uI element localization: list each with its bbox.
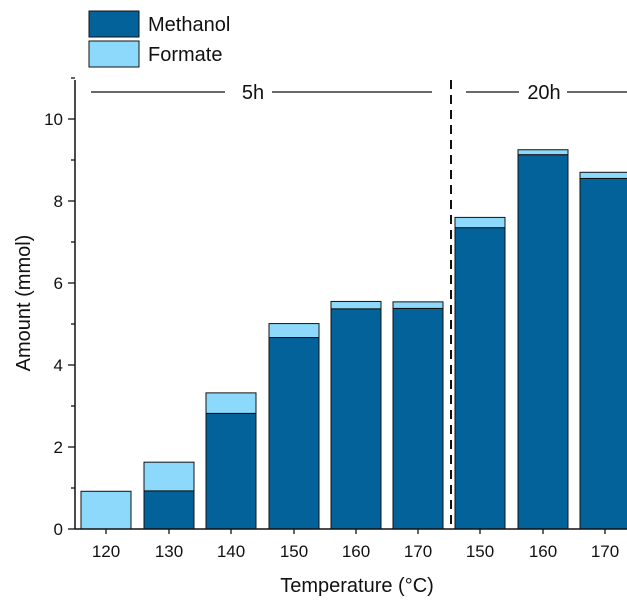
group-label-5h-text: 5h <box>242 82 264 104</box>
bars <box>80 149 627 530</box>
bar-formate-1 <box>143 461 195 492</box>
y-tick-label-0: 0 <box>54 520 63 539</box>
bar-formate-7 <box>517 149 569 156</box>
bar-formate-3 <box>268 323 320 339</box>
y-tick-label-4: 4 <box>54 356 63 375</box>
legend-label-formate: Formate <box>148 44 222 66</box>
group-label-20h-text: 20h <box>527 82 560 104</box>
bar-methanol-5 <box>392 307 444 530</box>
bar-formate-4 <box>330 300 382 310</box>
bar-formate-8 <box>579 171 627 179</box>
legend-label-methanol: Methanol <box>148 14 230 36</box>
axes: 0 2 4 6 8 10 120 130 140 150 160 170 150 160 170 <box>44 77 627 561</box>
legend: Methanol Formate <box>88 10 230 68</box>
bar-methanol-2 <box>205 412 257 530</box>
legend-swatch-formate <box>88 40 140 68</box>
x-tick-label-6: 150 <box>466 542 494 561</box>
x-tick-label-8: 170 <box>591 542 619 561</box>
legend-swatch-methanol <box>88 10 140 38</box>
bar-methanol-4 <box>330 308 382 530</box>
bar-formate-5 <box>392 301 444 309</box>
y-tick-label-10: 10 <box>44 110 63 129</box>
y-tick-label-2: 2 <box>54 438 63 457</box>
group-label-5h: 5h <box>91 82 432 104</box>
x-tick-label-2: 140 <box>217 542 245 561</box>
bar-formate-0 <box>80 490 132 530</box>
bar-methanol-1 <box>143 490 195 530</box>
x-tick-label-7: 160 <box>529 542 557 561</box>
x-tick-label-4: 160 <box>342 542 370 561</box>
y-axis-title: Amount (mmol) <box>13 235 35 372</box>
x-tick-label-1: 130 <box>155 542 183 561</box>
group-label-20h: 20h <box>466 82 627 104</box>
x-tick-label-0: 120 <box>92 542 120 561</box>
y-tick-label-8: 8 <box>54 192 63 211</box>
bar-methanol-6 <box>454 227 506 530</box>
bar-formate-2 <box>205 392 257 414</box>
bar-methanol-8 <box>579 177 627 530</box>
y-tick-label-6: 6 <box>54 274 63 293</box>
x-tick-label-5: 170 <box>404 542 432 561</box>
bar-methanol-3 <box>268 337 320 530</box>
x-axis-title: Temperature (°C) <box>280 575 434 597</box>
bar-formate-6 <box>454 216 506 229</box>
x-tick-label-3: 150 <box>280 542 308 561</box>
bar-methanol-7 <box>517 154 569 530</box>
